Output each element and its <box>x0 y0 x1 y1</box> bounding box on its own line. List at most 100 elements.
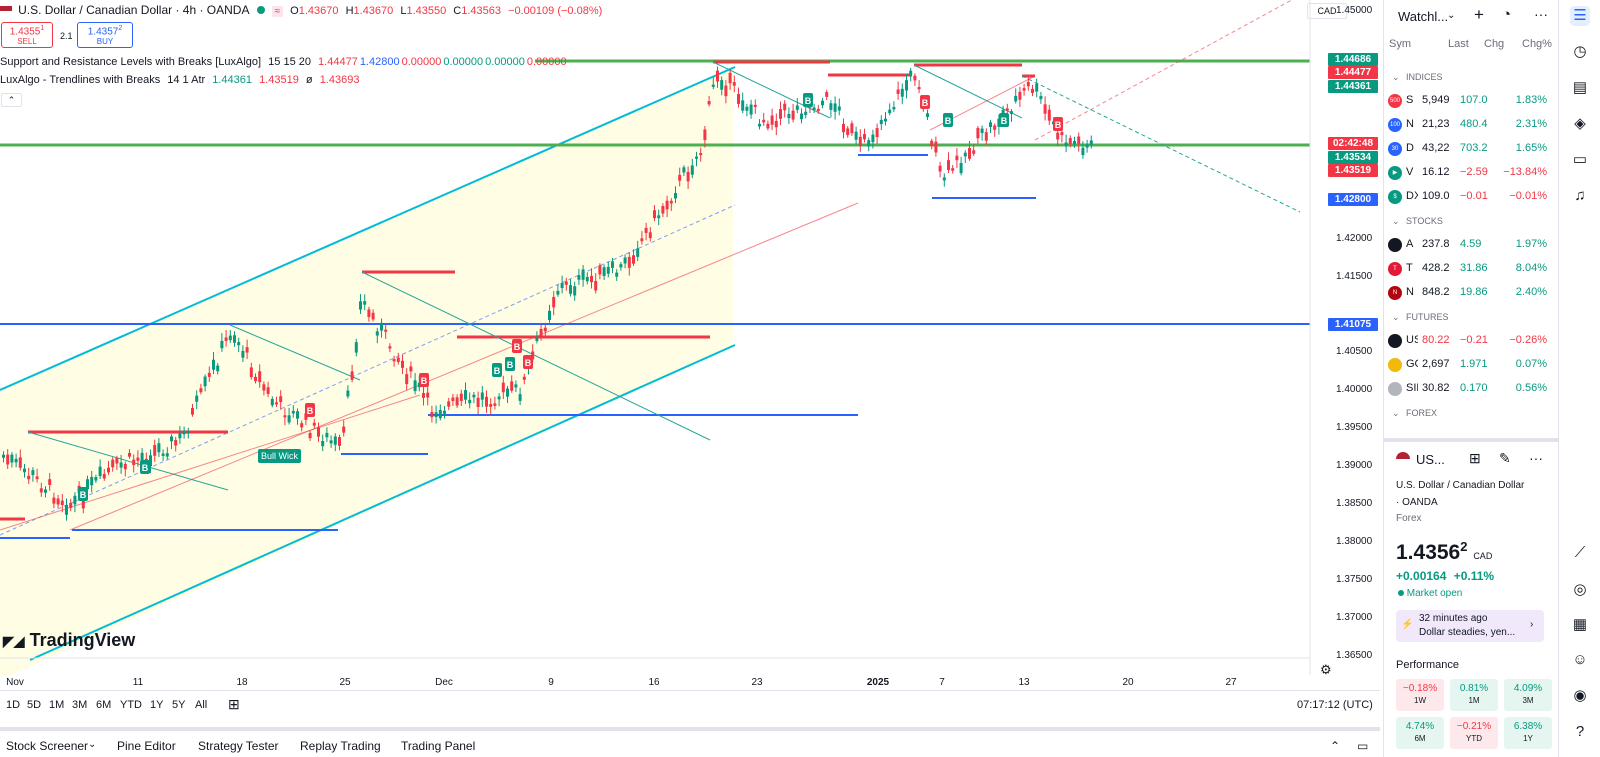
performance-cell[interactable]: 4.09% 3M <box>1504 679 1552 711</box>
clock-label[interactable]: 07:17:12 (UTC) <box>1297 699 1373 711</box>
break-label-bg <box>140 460 150 474</box>
date-range-icon[interactable]: ⊞ <box>228 696 240 712</box>
alarm-clock-icon[interactable]: ◷ <box>1573 43 1587 60</box>
watchlist-row[interactable]: $ DX 109.0 −0.01 −0.01% <box>1384 186 1559 208</box>
watchlist-row[interactable]: US 80.22 −0.21 −0.26% <box>1384 330 1559 352</box>
news-card[interactable]: ⚡ 32 minutes ago Dollar steadies, yen...… <box>1396 610 1544 642</box>
candle-body <box>976 128 980 139</box>
tf-6m[interactable]: 6M <box>96 699 112 711</box>
tf-3m[interactable]: 3M <box>72 699 88 711</box>
col-sym[interactable]: Sym <box>1389 38 1411 50</box>
performance-cell[interactable]: 0.81% 1M <box>1450 679 1498 711</box>
chevron-down-icon[interactable]: ⌄ <box>88 739 97 750</box>
grid-icon[interactable]: ⊞ <box>1469 450 1481 466</box>
tf-5d[interactable]: 5D <box>27 699 42 711</box>
performance-cell[interactable]: −0.21% YTD <box>1450 717 1498 749</box>
trend-line-icon[interactable]: ⟋ <box>1574 544 1586 561</box>
broadcast-icon[interactable]: ◉ <box>1573 687 1587 704</box>
help-icon[interactable]: ? <box>1575 723 1585 740</box>
currency-selector[interactable]: CAD <box>1307 3 1347 19</box>
candle-body <box>354 342 358 353</box>
break-label-bg <box>512 339 522 353</box>
tab-pine-editor[interactable]: Pine Editor <box>117 739 176 753</box>
tf-1m[interactable]: 1M <box>49 699 65 711</box>
tab-trading-panel[interactable]: Trading Panel <box>401 739 476 753</box>
candle-body <box>724 85 728 97</box>
tf-ytd[interactable]: YTD <box>120 699 142 711</box>
add-symbol-icon[interactable]: + <box>1474 5 1484 24</box>
candle-body <box>926 113 929 118</box>
watchlist-row[interactable]: N N 848.2 19.86 2.40% <box>1384 282 1559 304</box>
col-chg[interactable]: Chg <box>1484 38 1505 50</box>
tab-stock-screener[interactable]: Stock Screener <box>6 739 89 753</box>
candle-body <box>363 301 367 305</box>
tf-all[interactable]: All <box>195 699 208 711</box>
layers-icon[interactable]: ◈ <box>1574 115 1586 132</box>
candle-body <box>102 473 106 479</box>
target-icon[interactable]: ◎ <box>1573 581 1587 598</box>
candle-body <box>1056 132 1060 140</box>
bell-icon[interactable]: ♫ <box>1574 187 1586 204</box>
performance-cell[interactable]: 4.74% 6M <box>1396 717 1444 749</box>
price-main: 1.4356 <box>1396 541 1461 564</box>
indicator-legend-sr[interactable]: Support and Resistance Levels with Break… <box>0 56 571 68</box>
performance-cell[interactable]: −0.18% 1W <box>1396 679 1444 711</box>
tf-1d[interactable]: 1D <box>6 699 21 711</box>
calendar-list-icon[interactable]: ▤ <box>1572 79 1588 96</box>
trendline <box>229 324 361 381</box>
candle-body <box>602 267 606 277</box>
watchlist-menu-icon[interactable]: ⌄ <box>1447 10 1456 21</box>
watchlist-icon[interactable]: ☰ <box>1570 6 1590 26</box>
symbol-title[interactable]: U.S. Dollar / Canadian Dollar · 4h · OAN… <box>18 3 250 17</box>
candle-body <box>619 264 623 268</box>
watchlist-row[interactable]: 30 D 43,22 703.2 1.65% <box>1384 138 1559 160</box>
watchlist-row[interactable]: ▶ V 16.12 −2.59 −13.84% <box>1384 162 1559 184</box>
community-icon[interactable]: ☺ <box>1572 651 1588 668</box>
performance-cell[interactable]: 6.38% 1Y <box>1504 717 1552 749</box>
tab-strategy-tester[interactable]: Strategy Tester <box>198 739 279 753</box>
calendar-icon[interactable]: ▦ <box>1572 616 1588 633</box>
watchlist-row[interactable]: A 237.8 4.59 1.97% <box>1384 234 1559 256</box>
details-more-icon[interactable]: ··· <box>1529 450 1543 466</box>
details-full-name[interactable]: U.S. Dollar / Canadian Dollar <box>1396 480 1525 491</box>
candle-body <box>1031 88 1034 93</box>
symbol-name: S <box>1406 94 1414 106</box>
change-value: −2.59 <box>1460 166 1488 178</box>
channel-lower-line <box>29 344 736 661</box>
sell-button[interactable]: 1.43551 SELL <box>1 22 53 48</box>
candle-body <box>60 500 64 506</box>
performance-label: 3M <box>1522 696 1534 705</box>
time-tick-label: 20 <box>1122 677 1134 688</box>
indicator-legend-trend[interactable]: LuxAlgo - Trendlines with Breaks 14 1 At… <box>0 74 363 86</box>
last-price: 30.82 <box>1422 382 1450 394</box>
collapse-panel-icon[interactable]: ⌃ <box>1330 739 1341 753</box>
chat-icon[interactable]: ▭ <box>1572 151 1588 168</box>
candle-body <box>980 128 984 134</box>
advanced-view-icon[interactable]: ◔ <box>1502 6 1512 23</box>
change-value: +0.00164 <box>1396 569 1447 583</box>
maximize-panel-icon[interactable]: ▭ <box>1357 739 1369 753</box>
col-last[interactable]: Last <box>1448 38 1469 50</box>
watchlist-title[interactable]: Watchl... <box>1398 9 1449 24</box>
break-label-bg <box>999 113 1009 127</box>
col-chgp[interactable]: Chg% <box>1522 38 1552 50</box>
watchlist-row[interactable]: 100 N 21,23 480.4 2.31% <box>1384 114 1559 136</box>
tab-replay-trading[interactable]: Replay Trading <box>300 739 381 753</box>
edit-icon[interactable]: ✎ <box>1499 450 1511 466</box>
watchlist-row[interactable]: SIL 30.82 0.170 0.56% <box>1384 378 1559 400</box>
axis-settings-icon[interactable]: ⚙ <box>1320 662 1332 677</box>
watchlist-row[interactable]: T T 428.2 31.86 8.04% <box>1384 258 1559 280</box>
more-options-icon[interactable]: ··· <box>1534 6 1548 22</box>
collapse-legend-button[interactable]: ⌃ <box>1 93 22 107</box>
watchlist-row[interactable]: 500 S 5,949 107.0 1.83% <box>1384 90 1559 112</box>
symbol-legend: U.S. Dollar / Canadian Dollar · 4h · OAN… <box>0 3 606 17</box>
tf-5y[interactable]: 5Y <box>172 699 186 711</box>
tf-1y[interactable]: 1Y <box>150 699 164 711</box>
watchlist-row[interactable]: GC 2,697 1.971 0.07% <box>1384 354 1559 376</box>
buy-button[interactable]: 1.43572 BUY <box>77 22 133 48</box>
price-tick-label: 1.37500 <box>1336 574 1373 586</box>
details-symbol[interactable]: US... <box>1416 452 1445 467</box>
candle-body <box>623 257 627 264</box>
